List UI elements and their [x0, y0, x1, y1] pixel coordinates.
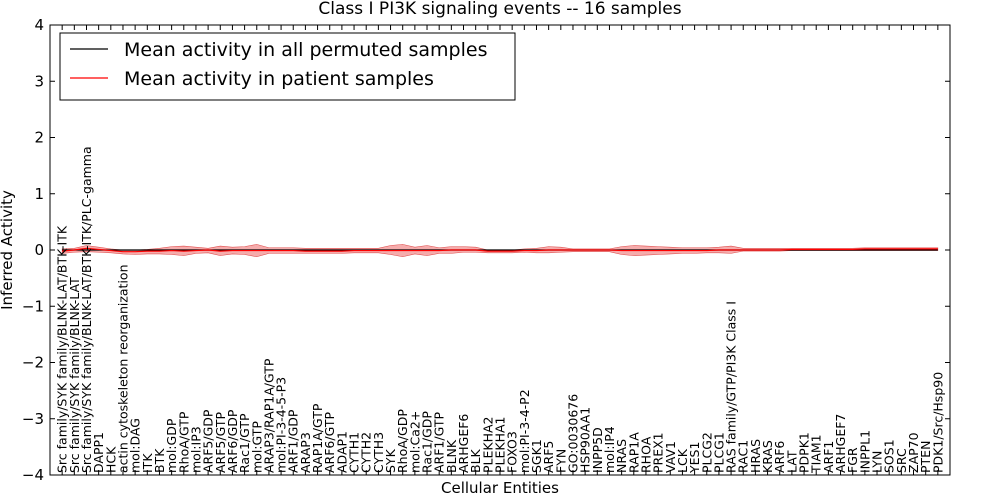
x-tick-label: ARF6/GTP: [322, 412, 337, 473]
x-tick-label: PDPK1: [797, 432, 812, 473]
x-tick-label: CYTH3: [371, 432, 386, 473]
x-tick-label: VAV1: [663, 441, 678, 473]
x-tick-label: ARAP3/RAP1A/GTP: [261, 358, 276, 473]
x-tick-label: RAS family/GTP/PI3K Class I: [724, 301, 739, 473]
x-tick-label: PDK1/Src/Hsp90: [930, 372, 945, 473]
x-tick-label: BLK: [468, 448, 483, 473]
x-tick-label: RhoA/GTP: [176, 411, 191, 473]
x-tick-label: NRAS: [614, 439, 629, 473]
x-tick-label: CYTH2: [359, 432, 374, 473]
x-tick-label: ARF5/GTP: [213, 412, 228, 473]
y-tick-label: 4: [34, 16, 44, 34]
y-tick-label: 2: [34, 129, 44, 147]
x-tick-label: LAT: [784, 450, 799, 473]
x-tick-label: mol:PI-3-4-5-P3: [274, 377, 289, 473]
x-tick-label: PLCG1: [711, 432, 726, 473]
legend: Mean activity in all permuted samples Me…: [59, 32, 516, 101]
x-tick-label: ARAP3: [298, 432, 313, 473]
x-tick-label: PLEKHA2: [480, 416, 495, 473]
y-tick-label: −2: [22, 354, 44, 372]
x-tick-label: mol:DAG: [128, 418, 143, 473]
x-tick-label: PTEN: [918, 441, 933, 473]
x-tick-label: LCK: [675, 448, 690, 473]
x-tick-label: ARF1/GTP: [432, 412, 447, 473]
x-tick-label: mol:Ca2+: [407, 411, 422, 473]
x-tick-label: ARF1/GDP: [286, 409, 301, 473]
x-tick-label: ARF5/GDP: [201, 409, 216, 473]
x-tick-label: RAC1: [736, 440, 751, 473]
x-tick-label: PLEKHA1: [493, 416, 508, 473]
x-tick-label: ARHGEF6: [456, 414, 471, 473]
x-tick-label: mol:PI-3-4-P2: [517, 389, 532, 473]
y-tick-label: −3: [22, 410, 44, 428]
x-tick-label: BTK: [152, 448, 167, 473]
x-tick-label: Rac1/GDP: [420, 411, 435, 473]
y-tick-label: 1: [34, 185, 44, 203]
x-tick-label: RAP1A/GTP: [310, 403, 325, 473]
x-tick-label: FOXO3: [505, 431, 520, 473]
x-tick-label: KRAS: [760, 440, 775, 473]
x-tick-label: RhoA/GDP: [395, 409, 410, 473]
x-tick-label: YES1: [687, 442, 702, 474]
x-tick-label: ARF5: [541, 441, 556, 473]
x-tick-label: CYTH1: [347, 432, 362, 473]
x-axis-label: Cellular Entities: [441, 479, 559, 497]
y-axis-label: Inferred Activity: [0, 190, 16, 310]
x-tick-label: mol:GTP: [249, 421, 264, 473]
x-tick-label: mol:IP3: [188, 426, 203, 473]
plot-area: −4 −3 −2 −1 0 1 2 3 4 Src family/SYK family/BLNK-…: [22, 16, 951, 484]
x-tick-label: FYN: [553, 449, 568, 473]
x-tick-label: SOS1: [882, 439, 897, 473]
x-tick-label: ARHGEF7: [833, 414, 848, 473]
x-tick-label: DAPP1: [91, 432, 106, 473]
chart-title: Class I PI3K signaling events -- 16 samp…: [318, 0, 681, 19]
x-tick-label: RAP1A: [626, 432, 641, 473]
x-tick-label: INPP5D: [590, 427, 605, 473]
x-tick-label: mol:IP4: [602, 426, 617, 473]
x-tick-label: ADAP1: [334, 431, 349, 473]
x-tick-label: Src family/SYK family/BLNK-LAT/BTK-ITK: [55, 225, 70, 473]
x-tick-label: SYK: [383, 448, 398, 473]
x-tick-label: ARF6: [772, 441, 787, 473]
x-tick-label: ITK: [140, 453, 155, 473]
x-tick-label: Src family/SYK family/BLNK-LAT: [67, 277, 82, 473]
x-tick-label: HRAS: [748, 439, 763, 473]
x-tick-label: PLCG2: [699, 432, 714, 473]
x-tick-label: Src family/SYK family/BLNK-LAT/BTK-ITK/P…: [79, 146, 94, 473]
x-tick-label: HSP90AA1: [578, 407, 593, 473]
x-tick-label: actin cytoskeleton reorganization: [115, 264, 130, 473]
x-tick-label: ZAP70: [906, 432, 921, 473]
x-tick-label: ARF1: [821, 441, 836, 473]
x-tick-label: SRC: [894, 448, 909, 473]
x-tick-label: INPPL1: [857, 430, 872, 473]
series-line-patient: [62, 247, 938, 253]
y-tick-label: 3: [34, 72, 44, 90]
y-tick-label: −4: [22, 466, 44, 484]
x-tick-label: HCK: [103, 446, 118, 473]
legend-label-patient: Mean activity in patient samples: [124, 68, 434, 90]
x-tick-label: RHOA: [638, 436, 653, 473]
x-tick-label: FGR: [845, 447, 860, 473]
y-tick-label: 0: [34, 241, 44, 259]
x-tick-label: ARF6/GDP: [225, 409, 240, 473]
x-tick-label: LYN: [870, 451, 885, 473]
y-tick-label: −1: [22, 297, 44, 315]
x-tick-label: BLNK: [444, 439, 459, 473]
x-tick-label: Rac1/GTP: [237, 413, 252, 473]
x-tick-label: SGK1: [529, 439, 544, 473]
x-tick-label: PREX1: [651, 432, 666, 473]
legend-label-permuted: Mean activity in all permuted samples: [124, 39, 487, 61]
x-tick-label: TIAM1: [809, 434, 824, 474]
x-tick-label: mol:GDP: [164, 418, 179, 473]
x-tick-label: GO:0030676: [565, 394, 580, 473]
legend-box: [59, 32, 516, 101]
